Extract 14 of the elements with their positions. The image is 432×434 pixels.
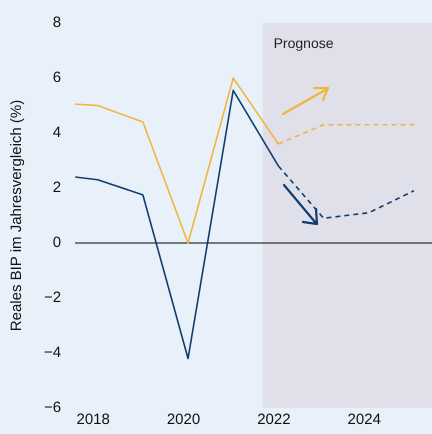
y-tick-label: 0 xyxy=(52,234,62,252)
y-tick-label: 6 xyxy=(52,69,62,86)
x-tick-label: 2018 xyxy=(76,411,110,428)
x-tick-label: 2024 xyxy=(348,411,381,428)
x-tick-label: 2020 xyxy=(166,411,200,428)
y-tick-label: 8 xyxy=(52,14,62,32)
band-label: Prognose xyxy=(274,34,334,51)
y-tick-label: −4 xyxy=(44,344,62,362)
y-tick-label: −2 xyxy=(44,289,62,306)
y-tick-label: 4 xyxy=(52,124,62,142)
x-tick-label: 2022 xyxy=(257,411,291,428)
y-tick-label: 2 xyxy=(52,179,62,196)
y-tick-label: −6 xyxy=(44,399,62,416)
y-axis-title: Reales BIP im Jahresvergleich (%) xyxy=(8,100,26,332)
